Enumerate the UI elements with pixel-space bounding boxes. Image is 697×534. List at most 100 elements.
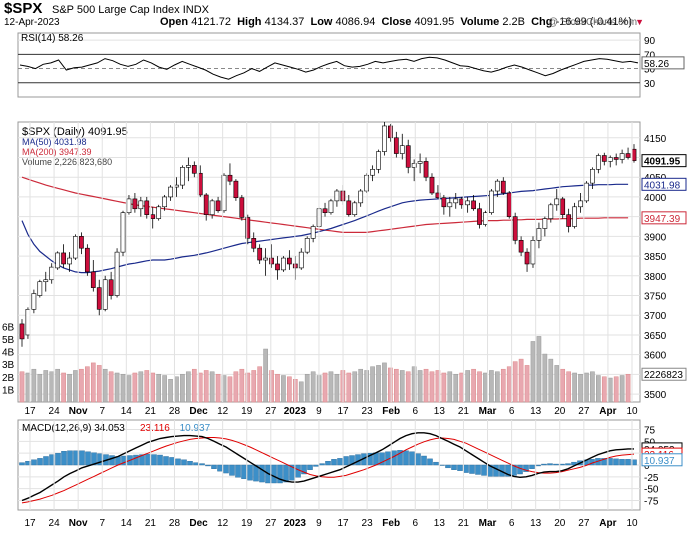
price-tick-label-13: 3500 <box>644 390 667 401</box>
volume-bar <box>298 381 304 403</box>
price-x-label-14: 23 <box>362 406 374 417</box>
volume-bar <box>25 372 31 403</box>
candle-body <box>162 196 167 208</box>
candle-body <box>399 145 405 154</box>
volume-bar <box>328 371 334 403</box>
candle-body <box>150 214 156 219</box>
volume-bar <box>423 368 429 403</box>
macd-histogram-bar <box>529 464 535 469</box>
candle-body <box>322 208 328 214</box>
price-x-label-2: Nov <box>69 406 88 417</box>
candle-body <box>483 212 488 225</box>
macd-histogram-bar <box>451 464 457 470</box>
price-x-label-10: 27 <box>265 406 277 417</box>
macd-x-label-16: 6 <box>412 518 418 529</box>
price-x-label-16: 6 <box>412 406 418 417</box>
macd-histogram-bar <box>61 451 67 466</box>
volume-value-box <box>641 367 687 381</box>
macd-histogram-bar <box>445 464 451 469</box>
volume-bar <box>180 373 185 403</box>
volume-bar <box>471 368 476 403</box>
macd-histogram-bar <box>145 453 151 466</box>
volume-bar <box>530 341 536 403</box>
macd-histogram-bar <box>373 452 379 466</box>
macd-histogram-bar <box>391 450 397 466</box>
macd-histogram-bar <box>457 464 463 471</box>
volume-bar <box>417 370 423 403</box>
volume-bar <box>447 371 453 403</box>
macd-histogram-bar <box>199 463 205 466</box>
price-x-label-8: 12 <box>217 406 229 417</box>
macd-histogram-bar <box>217 464 223 472</box>
candle-body <box>221 174 227 212</box>
candle-body <box>352 202 358 215</box>
price-tick-label-7: 3800 <box>644 272 667 283</box>
macd-x-label-25: 10 <box>626 518 638 529</box>
volume-bar <box>90 362 96 403</box>
candle-body <box>388 125 393 139</box>
candle-body <box>346 200 352 215</box>
price-value-box-0 <box>641 154 687 168</box>
macd-histogram-bar <box>463 464 469 473</box>
macd-legend-2: 10.937 <box>180 423 211 434</box>
candle-body <box>548 204 554 219</box>
volume-bar <box>346 372 352 403</box>
volume-bar <box>560 368 566 403</box>
price-x-label-24: Apr <box>599 406 616 417</box>
volume-bar <box>168 379 173 403</box>
close-value: 4091.95 <box>414 16 455 28</box>
macd-tick-label-0: 75 <box>644 425 656 436</box>
volume-bar <box>287 376 292 403</box>
candle-body <box>572 206 577 227</box>
candle-body <box>471 200 476 210</box>
candle-body <box>435 192 441 199</box>
volume-bar <box>227 376 233 403</box>
volume-bar <box>536 336 542 403</box>
volume-bar <box>590 371 595 403</box>
price-value-box-1 <box>641 177 687 191</box>
candle-body <box>631 148 637 161</box>
price-panel-frame <box>17 121 641 403</box>
macd-histogram-bar <box>283 464 289 483</box>
index-name: S&P 500 Large Cap Index INDX <box>52 4 209 16</box>
symbol: $SPX <box>4 0 43 17</box>
volume-bar <box>596 375 601 403</box>
volume-bar <box>578 373 583 403</box>
volume-bar <box>429 371 435 403</box>
candle-body <box>595 155 601 170</box>
candle-body <box>126 198 132 214</box>
macd-histogram-bar <box>31 459 37 466</box>
rsi-panel-frame <box>17 32 641 98</box>
volume-bar <box>512 361 518 403</box>
volume-tick-label-1: 5B <box>2 335 15 346</box>
candle-body <box>227 174 233 182</box>
macd-histogram-bar <box>403 450 409 466</box>
candle-body <box>275 263 280 271</box>
price-x-label-19: Mar <box>479 406 497 417</box>
candle-body <box>512 216 518 241</box>
candle-body <box>417 161 423 164</box>
volume-bar <box>55 368 60 403</box>
volume-bar <box>625 373 631 403</box>
candle-body <box>61 252 66 265</box>
candle-body <box>625 153 631 158</box>
volume-bar <box>251 370 257 403</box>
macd-histogram-bar <box>67 450 73 466</box>
price-x-label-13: 17 <box>337 406 349 417</box>
candle-body <box>376 151 381 170</box>
volume-bar <box>405 371 411 403</box>
volume-bar <box>477 371 482 403</box>
candle-body <box>310 226 316 239</box>
macd-x-label-22: 20 <box>554 518 566 529</box>
price-value-box-2 <box>641 211 687 225</box>
macd-legend-0: MACD(12,26,9) 34.053 <box>22 423 125 434</box>
macd-histogram-bar <box>619 459 625 466</box>
volume-bar <box>435 370 441 403</box>
macd-legend-1: 23.116 <box>140 423 170 434</box>
volume-bar <box>61 372 66 403</box>
price-x-label-7: Dec <box>189 406 208 417</box>
candle-body <box>132 198 138 210</box>
volume-bar <box>233 371 239 403</box>
macd-histogram-bar <box>193 462 199 466</box>
candle-body <box>257 247 263 261</box>
